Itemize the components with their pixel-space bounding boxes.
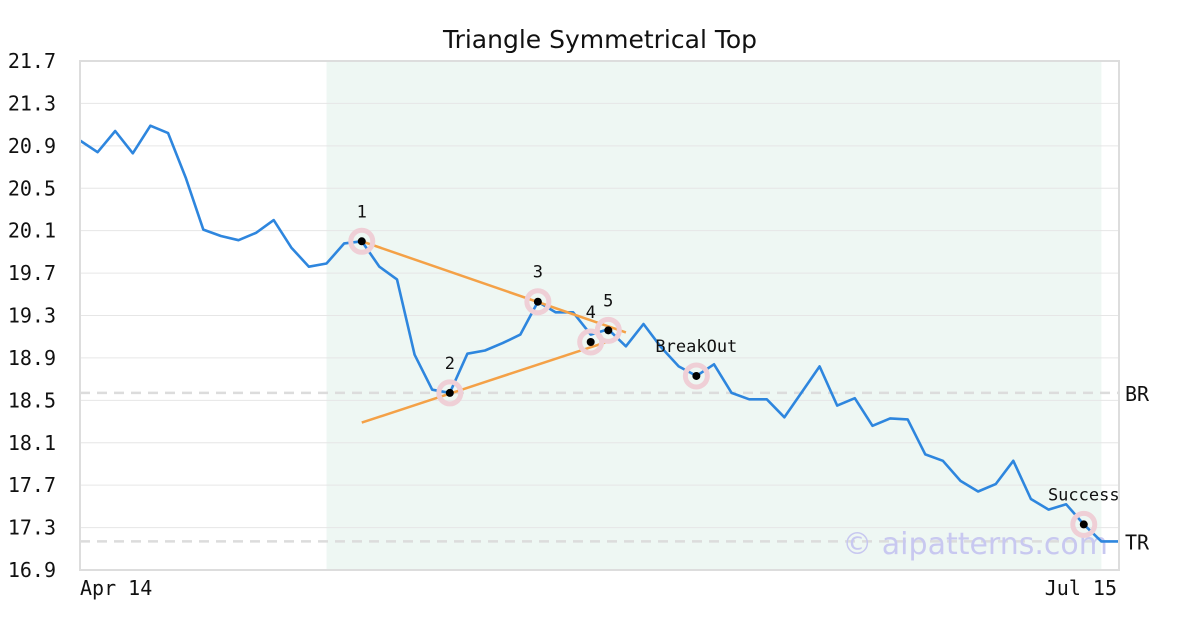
- y-tick-label: 16.9: [8, 558, 56, 582]
- y-tick-label: 20.5: [8, 176, 56, 200]
- point-marker: [445, 388, 454, 397]
- x-tick-label: Jul 15: [1045, 576, 1117, 600]
- level-label: TR: [1125, 530, 1150, 554]
- y-tick-label: 20.9: [8, 134, 56, 158]
- point-label: BreakOut: [655, 337, 737, 357]
- y-tick-label: 18.5: [8, 388, 56, 412]
- point-marker: [533, 297, 542, 306]
- y-tick-label: 19.3: [8, 304, 56, 328]
- y-tick-label: 18.1: [8, 431, 56, 455]
- point-label: 4: [586, 303, 596, 323]
- plot-border: [79, 60, 1120, 571]
- point-marker: [692, 371, 701, 380]
- point-marker: [604, 326, 613, 335]
- chart-title: Triangle Symmetrical Top: [442, 25, 757, 54]
- x-axis-ticks: Apr 14 Jul 15: [80, 576, 1117, 600]
- point-marker: [1079, 520, 1088, 529]
- y-tick-label: 19.7: [8, 261, 56, 285]
- y-tick-label: 17.3: [8, 516, 56, 540]
- point-label: 1: [357, 202, 367, 222]
- trendline: [361, 240, 627, 334]
- point-marker-halo: [1070, 510, 1098, 538]
- point-label: 5: [603, 291, 613, 311]
- y-tick-label: 21.7: [8, 49, 56, 73]
- point-marker: [586, 338, 595, 347]
- point-marker-halo: [594, 316, 622, 344]
- point-marker: [357, 237, 366, 246]
- trendline: [361, 340, 607, 424]
- point-marker-halo: [348, 227, 376, 255]
- level-lines: BR TR: [80, 382, 1150, 554]
- point-marker-halo: [682, 362, 710, 390]
- y-axis-ticks: 16.9 17.3 17.7 18.1 18.5 18.9 19.3 19.7 20.1 20.5…: [8, 49, 56, 582]
- level-label: BR: [1125, 382, 1150, 406]
- y-tick-label: 21.3: [8, 91, 56, 115]
- y-tick-label: 17.7: [8, 473, 56, 497]
- y-tick-label: 20.1: [8, 219, 56, 243]
- trendlines: [361, 240, 627, 424]
- point-marker-halo: [436, 379, 464, 407]
- x-tick-label: Apr 14: [80, 576, 152, 600]
- point-label: 3: [533, 263, 543, 283]
- point-label: 2: [445, 354, 455, 374]
- point-label: Success: [1048, 485, 1120, 505]
- watermark: © aipatterns.com: [842, 527, 1108, 562]
- pattern-points: 1 2 3 45 BreakOut Success: [348, 202, 1120, 538]
- point-marker-halo: [524, 288, 552, 316]
- y-tick-label: 18.9: [8, 346, 56, 370]
